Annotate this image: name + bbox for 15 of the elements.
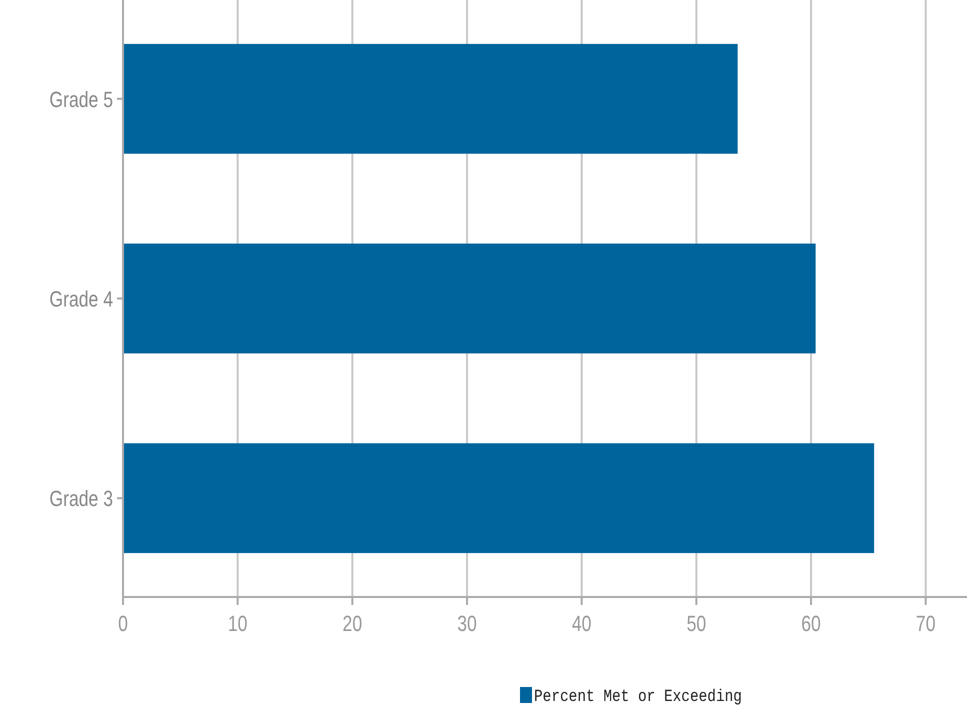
x-tick-label: 20 bbox=[342, 612, 362, 637]
x-tick-label: 10 bbox=[228, 612, 248, 637]
legend-label: Percent Met or Exceeding bbox=[534, 686, 742, 706]
y-tick-label: Grade 4 bbox=[49, 288, 113, 312]
y-tick-label: Grade 3 bbox=[49, 487, 113, 512]
x-tick-label: 0 bbox=[118, 612, 128, 637]
bar bbox=[123, 244, 816, 354]
x-tick-label: 40 bbox=[572, 612, 592, 637]
x-tick-label: 60 bbox=[801, 612, 821, 637]
bar bbox=[123, 443, 874, 554]
x-tick-label: 70 bbox=[916, 612, 936, 637]
bar bbox=[123, 44, 738, 154]
y-tick-label: Grade 5 bbox=[49, 88, 113, 112]
x-tick-label: 30 bbox=[457, 612, 477, 637]
x-tick-label: 50 bbox=[686, 612, 706, 637]
